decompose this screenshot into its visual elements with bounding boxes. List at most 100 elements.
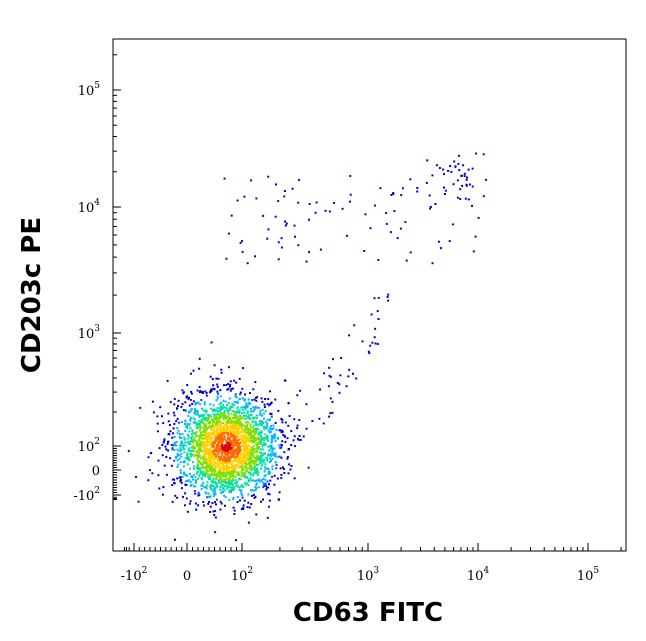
data-point	[222, 455, 225, 458]
data-point	[270, 459, 272, 462]
data-point	[250, 503, 253, 505]
data-point	[264, 463, 267, 466]
data-point	[277, 498, 280, 501]
y-tick-label: 103	[78, 324, 101, 342]
data-point	[209, 375, 212, 378]
data-point	[223, 429, 225, 432]
data-point	[256, 424, 259, 427]
data-point	[177, 463, 180, 466]
data-point	[187, 447, 190, 450]
data-point	[215, 399, 218, 402]
data-point	[264, 468, 267, 471]
data-point	[172, 444, 175, 447]
data-point	[230, 491, 232, 494]
data-point	[225, 446, 228, 449]
data-point	[268, 472, 271, 475]
data-point	[468, 183, 471, 186]
data-point	[465, 178, 468, 181]
data-point	[262, 498, 264, 501]
data-point	[202, 416, 205, 419]
data-point	[284, 440, 287, 443]
data-point	[203, 473, 206, 476]
data-point	[194, 409, 197, 411]
data-point	[217, 377, 220, 380]
data-point	[277, 241, 280, 244]
data-point	[176, 407, 178, 410]
data-point	[217, 463, 220, 465]
data-point	[260, 459, 263, 462]
data-point	[250, 179, 253, 182]
data-point	[213, 434, 216, 437]
data-point	[187, 463, 189, 466]
data-point	[227, 419, 230, 422]
data-point	[189, 484, 192, 487]
data-point	[214, 449, 217, 452]
data-point	[229, 456, 232, 459]
data-point	[230, 462, 233, 465]
data-point	[198, 357, 201, 360]
data-point	[252, 434, 255, 437]
data-point	[236, 400, 239, 403]
data-point	[180, 442, 183, 444]
data-point	[249, 445, 252, 448]
data-point	[179, 433, 181, 435]
data-point	[242, 445, 245, 448]
data-point	[163, 438, 166, 441]
data-point	[177, 399, 180, 402]
data-point	[195, 450, 198, 453]
data-point	[323, 372, 326, 375]
y-tick-label: 0	[92, 464, 100, 479]
data-point	[217, 452, 220, 455]
data-point	[218, 455, 221, 458]
data-point	[340, 357, 343, 359]
data-point	[207, 422, 210, 425]
data-point	[226, 462, 228, 465]
data-point	[449, 165, 452, 167]
data-point	[208, 441, 211, 444]
data-point	[462, 164, 465, 167]
data-point	[199, 469, 202, 472]
data-point	[179, 447, 182, 450]
data-point	[186, 452, 189, 455]
data-point	[223, 459, 226, 462]
data-point	[228, 498, 231, 501]
data-point	[215, 434, 218, 437]
data-point	[209, 391, 211, 394]
data-point	[212, 458, 215, 461]
data-point	[230, 430, 233, 433]
data-point	[255, 429, 258, 432]
data-point	[223, 472, 226, 475]
data-point	[203, 462, 206, 464]
data-point	[235, 420, 238, 423]
data-point	[346, 234, 349, 237]
data-point	[218, 439, 221, 442]
data-point	[227, 366, 230, 369]
data-point	[229, 481, 232, 484]
data-point	[233, 441, 236, 444]
data-point	[196, 441, 199, 444]
data-point	[224, 452, 227, 454]
data-point	[232, 449, 235, 452]
data-point	[173, 397, 176, 400]
data-point	[246, 452, 249, 455]
data-point	[236, 402, 239, 405]
data-point	[242, 485, 245, 488]
data-point	[331, 411, 334, 414]
data-point	[224, 400, 227, 403]
data-point	[202, 457, 205, 460]
data-point	[187, 448, 190, 451]
data-point	[214, 423, 217, 426]
data-point	[215, 429, 218, 432]
data-point	[270, 415, 273, 418]
data-point	[284, 379, 287, 382]
data-point	[205, 468, 208, 471]
data-point	[205, 441, 208, 444]
data-point	[247, 398, 250, 401]
data-point	[225, 425, 228, 428]
data-point	[166, 443, 169, 445]
data-point	[202, 437, 205, 440]
data-point	[443, 193, 446, 195]
data-point	[216, 465, 219, 468]
data-point	[333, 201, 336, 204]
